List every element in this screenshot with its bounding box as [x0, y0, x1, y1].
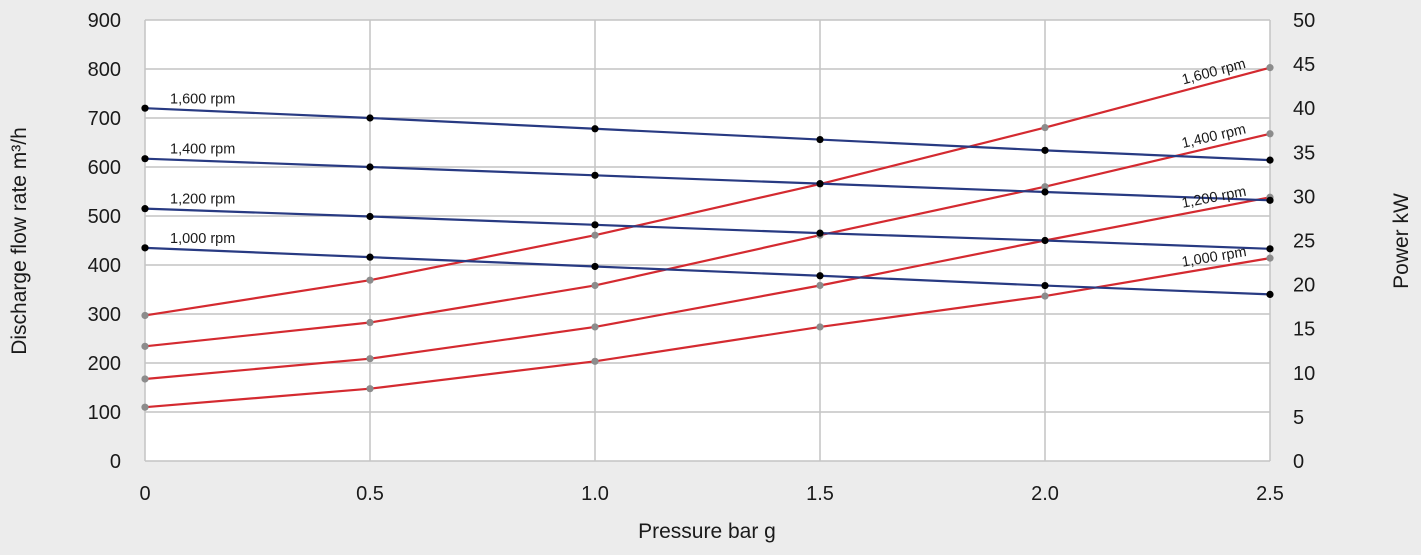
flow-line: [144, 107, 1271, 162]
y-tick-label: 500: [88, 206, 121, 228]
flow-series-label: 1,600 rpm: [170, 91, 235, 107]
y2-tick-label: 15: [1293, 319, 1315, 341]
power-point: [1041, 292, 1049, 300]
flow-line: [144, 246, 1271, 296]
series-lines: [144, 66, 1271, 409]
flow-point: [1266, 156, 1274, 164]
y2-axis-title: Power kW: [1390, 193, 1413, 289]
y-tick-label: 600: [88, 157, 121, 179]
power-point: [591, 231, 599, 239]
x-tick-label: 1.0: [581, 483, 609, 505]
power-point: [1041, 124, 1049, 132]
flow-series-label: 1,200 rpm: [170, 192, 235, 208]
power-point: [366, 276, 374, 284]
flow-point: [366, 212, 374, 221]
x-tick-label: 0.5: [356, 483, 384, 505]
y2-tick-label: 5: [1293, 407, 1304, 429]
power-line: [144, 132, 1271, 348]
power-point: [366, 318, 374, 327]
flow-point: [366, 114, 374, 122]
y2-tick-label: 50: [1293, 10, 1315, 32]
y-tick-label: 0: [110, 451, 121, 473]
y-tick-label: 300: [88, 304, 121, 326]
power-point: [816, 281, 824, 290]
power-point: [141, 342, 149, 350]
flow-point: [1041, 281, 1049, 290]
flow-point: [141, 104, 149, 112]
power-line: [144, 196, 1271, 381]
y2-tick-label: 35: [1293, 142, 1315, 164]
power-point: [141, 375, 149, 383]
tick-labels: 0100200300400500600700800900051015202530…: [88, 10, 1316, 505]
power-point: [1041, 183, 1049, 191]
power-line: [144, 257, 1271, 409]
flow-point: [591, 125, 599, 133]
flow-series-label: 1,400 rpm: [170, 142, 235, 158]
x-tick-label: 0: [139, 483, 150, 505]
flow-point: [1266, 290, 1274, 298]
power-point: [591, 357, 599, 365]
flow-point: [816, 272, 824, 280]
series-markers: [141, 64, 1274, 411]
y-tick-label: 400: [88, 255, 121, 277]
power-point: [591, 281, 599, 290]
flow-point: [141, 155, 149, 163]
y-axis-title: Discharge flow rate m³/h: [8, 127, 31, 355]
flow-point: [591, 262, 599, 271]
flow-line: [144, 207, 1271, 250]
power-point: [816, 323, 824, 331]
flow-point: [366, 253, 374, 261]
flow-point: [591, 221, 599, 229]
plot-background: [145, 20, 1270, 461]
flow-line: [144, 157, 1271, 202]
flow-series-label: 1,000 rpm: [170, 231, 235, 247]
flow-point: [1041, 146, 1049, 154]
power-point: [366, 385, 374, 393]
flow-point: [1041, 236, 1049, 245]
y2-tick-label: 20: [1293, 275, 1315, 297]
flow-point: [816, 229, 824, 237]
power-point: [141, 403, 149, 411]
x-tick-label: 2.5: [1256, 483, 1284, 505]
x-tick-label: 2.0: [1031, 483, 1059, 505]
y-tick-label: 200: [88, 353, 121, 375]
power-point: [141, 311, 149, 320]
flow-point: [141, 244, 149, 252]
power-point: [366, 355, 374, 363]
flow-point: [1266, 196, 1274, 204]
power-point: [1266, 130, 1274, 138]
flow-point: [1266, 245, 1274, 253]
flow-point: [1041, 188, 1049, 196]
power-point: [591, 323, 599, 331]
flow-point: [591, 171, 599, 179]
y-tick-label: 900: [88, 10, 121, 32]
y2-tick-label: 0: [1293, 451, 1304, 473]
x-axis-title: Pressure bar g: [638, 520, 776, 543]
power-line: [144, 66, 1271, 317]
flow-point: [366, 163, 374, 171]
power-point: [1266, 64, 1274, 72]
y-tick-label: 700: [88, 108, 121, 130]
y2-tick-label: 45: [1293, 54, 1315, 76]
y2-tick-label: 25: [1293, 231, 1315, 253]
y-tick-label: 100: [88, 402, 121, 424]
x-tick-label: 1.5: [806, 483, 834, 505]
y2-tick-label: 10: [1293, 363, 1315, 385]
flow-point: [816, 180, 824, 188]
flow-point: [141, 205, 149, 213]
flow-point: [816, 135, 824, 144]
y2-tick-label: 30: [1293, 186, 1315, 208]
y-tick-label: 800: [88, 59, 121, 81]
y2-tick-label: 40: [1293, 98, 1315, 120]
power-point: [1266, 254, 1274, 262]
